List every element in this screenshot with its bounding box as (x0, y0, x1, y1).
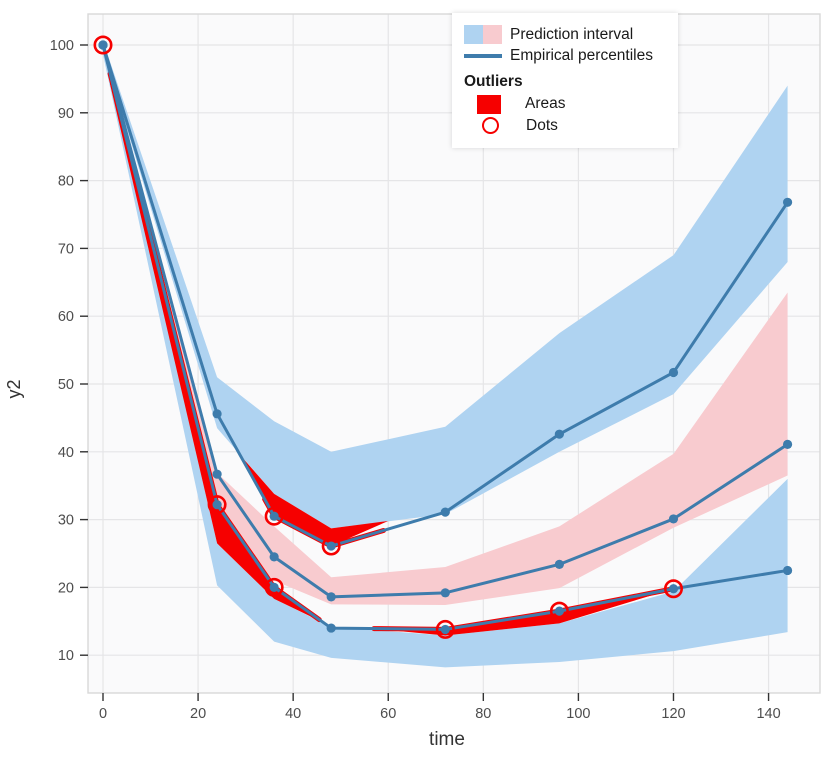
data-point (98, 40, 108, 50)
x-tick-label: 120 (661, 706, 685, 722)
legend-row-empirical-percentiles: Empirical percentiles (464, 47, 666, 65)
prediction-interval-label: Prediction interval (510, 25, 634, 43)
data-point (554, 559, 564, 569)
y-tick-label: 70 (58, 241, 74, 257)
outlier-areas-label: Areas (525, 95, 566, 113)
y-tick-label: 90 (58, 106, 74, 122)
y-tick-label: 30 (58, 513, 74, 529)
outlier-dots-circle-icon (482, 117, 499, 135)
data-point (440, 624, 450, 635)
data-point (782, 197, 793, 207)
y-tick-label: 100 (50, 38, 74, 54)
x-tick-label: 80 (475, 706, 491, 722)
empirical-percentiles-label: Empirical percentiles (510, 47, 653, 64)
x-axis-title: time (429, 729, 465, 750)
outlier-ring (549, 601, 569, 621)
outlier-ring (93, 35, 113, 55)
legend: Prediction interval Empirical percentile… (452, 13, 678, 149)
x-tick-label: 20 (190, 706, 206, 722)
empirical-line-2 (101, 44, 788, 631)
outlier-ring (435, 619, 455, 639)
data-point (782, 439, 793, 449)
y-tick-label: 10 (58, 648, 74, 664)
x-tick-label: 60 (380, 706, 396, 722)
x-tick-label: 100 (566, 706, 590, 722)
y-axis-title: y2 (4, 379, 24, 398)
data-point (326, 541, 336, 551)
x-tick-label: 0 (99, 706, 107, 722)
legend-row-areas: Areas (464, 94, 666, 114)
prediction-interval-pink-swatch (483, 25, 502, 44)
outlier-ring (663, 579, 683, 599)
outlier-dots-label: Dots (526, 116, 558, 134)
legend-row-prediction-interval: Prediction interval (464, 25, 666, 44)
data-point (668, 367, 679, 378)
legend-row-dots: Dots (464, 117, 666, 135)
y-tick-label: 60 (58, 309, 74, 325)
x-tick-label: 140 (756, 706, 780, 722)
data-point (269, 552, 279, 562)
y-tick-label: 40 (58, 445, 74, 461)
data-point (782, 565, 793, 576)
outlier-areas-swatch (477, 94, 501, 114)
pi-band-2 (103, 49, 788, 668)
outlier-ring (264, 506, 284, 526)
outlier-area (240, 455, 389, 547)
data-point (668, 584, 679, 594)
y-tick-label: 50 (58, 377, 74, 393)
empirical-percentiles-line-swatch (464, 53, 502, 58)
empirical-line-0 (101, 44, 789, 548)
prediction-interval-blue-swatch (464, 25, 483, 44)
outliers-header: Outliers (464, 72, 523, 90)
data-point (554, 606, 564, 616)
data-point (269, 582, 279, 593)
outlier-ring (264, 577, 284, 597)
x-tick-label: 40 (285, 706, 301, 722)
y-tick-label: 20 (58, 580, 74, 596)
data-point (212, 469, 222, 479)
data-point (554, 429, 564, 439)
data-point (212, 500, 222, 510)
y-tick-label: 80 (58, 174, 74, 190)
data-point (326, 623, 336, 633)
pi-band-0 (103, 40, 788, 529)
data-point (326, 592, 336, 602)
data-point (212, 409, 222, 419)
data-point (269, 511, 279, 521)
empirical-line-1 (101, 44, 789, 599)
outlier-ring (207, 495, 227, 515)
data-point (440, 588, 450, 598)
outlier-ring (321, 536, 341, 556)
data-point (440, 507, 450, 517)
data-point (668, 514, 679, 524)
